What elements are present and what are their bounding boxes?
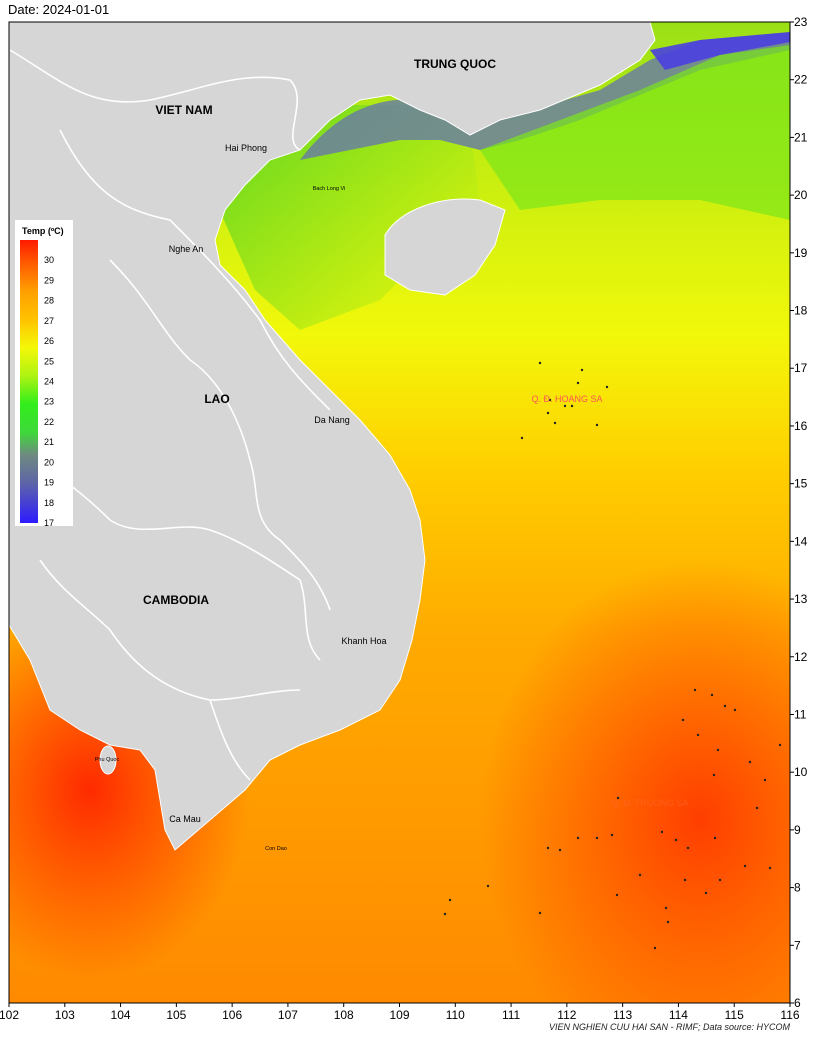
- x-tick-label: 116: [780, 1008, 799, 1022]
- legend-tick-label: 24: [44, 377, 54, 387]
- legend-tick-label: 20: [44, 457, 54, 467]
- label-con-dao: Con Dao: [265, 846, 287, 852]
- legend-tick-label: 21: [44, 437, 54, 447]
- northeast-green-water: [480, 45, 790, 220]
- country-borders: [9, 49, 331, 781]
- label-khanh-hoa: Khanh Hoa: [341, 636, 386, 646]
- y-tick-label: 11: [794, 707, 807, 721]
- y-tick-label: 21: [794, 130, 808, 144]
- y-tick-label: 20: [794, 188, 808, 202]
- legend-tick-label: 18: [44, 498, 54, 508]
- temperature-legend: Temp (ºC) 17 18 19 20 21 22 23 24 25 26 27 28 29 30: [15, 220, 73, 528]
- label-da-nang: Da Nang: [314, 415, 350, 425]
- x-tick-label: 114: [669, 1008, 688, 1022]
- china-coast-cold-core: [650, 32, 790, 70]
- land-mainland: [9, 22, 656, 851]
- legend-tick-label: 19: [44, 478, 54, 488]
- legend-tick-label: 25: [44, 356, 54, 366]
- y-tick-label: 14: [794, 534, 808, 548]
- x-tick-label: 106: [222, 1008, 242, 1022]
- x-tick-label: 113: [613, 1008, 632, 1022]
- label-laos: LAO: [204, 392, 229, 406]
- legend-ticks: 17 18 19 20 21 22 23 24 25 26 27 28 29 30: [44, 255, 54, 528]
- x-tick-label: 102: [0, 1008, 19, 1022]
- x-tick-label: 112: [557, 1008, 576, 1022]
- x-tick-label: 110: [446, 1008, 465, 1022]
- y-axis-ticks: 6 7 8 9 10 11 12 13 14 15 16 17 18 19 20 21 22 23: [790, 15, 808, 1010]
- x-tick-label: 103: [55, 1008, 75, 1022]
- legend-colorbar: [20, 240, 38, 523]
- x-axis-ticks: 102 103 104 105 106 107 108 109 110 111 112 113 114 1…: [0, 1003, 800, 1022]
- x-tick-label: 111: [502, 1008, 521, 1022]
- data-source-credit: VIEN NGHIEN CUU HAI SAN - RIMF; Data sou…: [548, 1022, 790, 1032]
- land-phu-quoc: [99, 745, 117, 775]
- gulf-cool-water: [215, 105, 480, 330]
- y-tick-label: 18: [794, 304, 808, 318]
- y-tick-label: 23: [794, 15, 808, 29]
- legend-tick-label: 27: [44, 316, 54, 326]
- y-tick-label: 13: [794, 592, 808, 606]
- legend-tick-label: 28: [44, 296, 54, 306]
- y-tick-label: 16: [794, 419, 808, 433]
- label-cambodia: CAMBODIA: [143, 593, 209, 607]
- y-tick-label: 15: [794, 477, 808, 491]
- label-phu-quoc: Phu Quoc: [95, 757, 120, 763]
- legend-tick-label: 30: [44, 255, 54, 265]
- label-china: TRUNG QUOC: [414, 57, 496, 71]
- x-tick-label: 105: [166, 1008, 186, 1022]
- land-hainan: [384, 198, 506, 296]
- y-tick-label: 19: [794, 246, 808, 260]
- legend-tick-label: 22: [44, 417, 54, 427]
- label-hai-phong: Hai Phong: [225, 143, 267, 153]
- x-tick-label: 107: [278, 1008, 298, 1022]
- legend-tick-label: 29: [44, 275, 54, 285]
- label-truong-sa: Q. Đ. TRUONG SA: [612, 798, 689, 808]
- legend-title: Temp (ºC): [22, 226, 64, 236]
- y-tick-label: 17: [794, 361, 808, 375]
- x-tick-label: 108: [334, 1008, 354, 1022]
- label-vietnam: VIET NAM: [155, 103, 212, 117]
- legend-tick-label: 23: [44, 397, 54, 407]
- label-ca-mau: Ca Mau: [169, 814, 201, 824]
- y-tick-label: 6: [794, 996, 801, 1010]
- x-tick-label: 115: [725, 1008, 744, 1022]
- y-tick-label: 9: [794, 823, 801, 837]
- y-tick-label: 7: [794, 938, 801, 952]
- x-tick-label: 104: [111, 1008, 131, 1022]
- y-tick-label: 10: [794, 765, 808, 779]
- x-tick-label: 109: [389, 1008, 409, 1022]
- label-bach-long-vi: Bach Long Vi: [313, 186, 346, 192]
- label-hoang-sa: Q. Đ. HOANG SA: [531, 394, 602, 404]
- warm-core-southeast: [480, 560, 790, 1003]
- legend-tick-label: 17: [44, 518, 54, 528]
- label-nghe-an: Nghe An: [169, 244, 204, 254]
- y-tick-label: 8: [794, 881, 801, 895]
- y-tick-label: 22: [794, 73, 808, 87]
- island-dots: [443, 361, 782, 950]
- y-tick-label: 12: [794, 650, 808, 664]
- legend-tick-label: 26: [44, 336, 54, 346]
- map-date: Date: 2024-01-01: [8, 2, 110, 17]
